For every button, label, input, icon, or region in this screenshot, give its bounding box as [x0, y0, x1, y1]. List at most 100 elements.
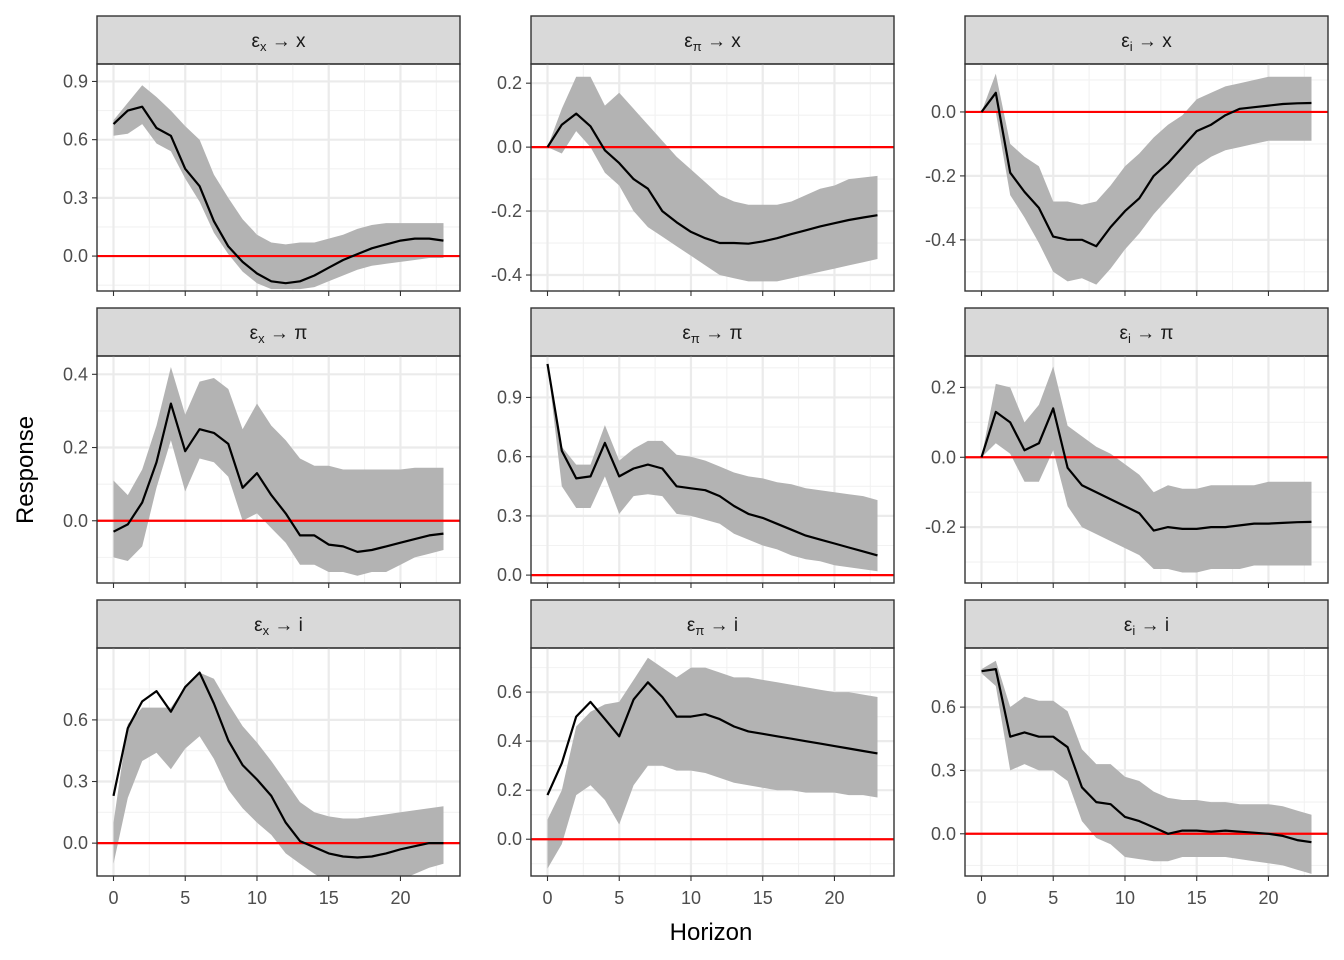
- confidence-band: [547, 363, 878, 572]
- y-tick-label: 0.0: [931, 102, 956, 122]
- facet-strip-label: εx → i: [254, 615, 303, 638]
- y-axis-title: Response: [12, 416, 39, 524]
- x-tick-label: 15: [319, 888, 339, 908]
- y-tick-label: 0.0: [931, 824, 956, 844]
- y-tick-label: -0.4: [491, 265, 522, 285]
- irf-series-line: [980, 91, 1312, 248]
- x-tick-label: 0: [976, 888, 986, 908]
- confidence-band: [981, 660, 1312, 874]
- y-tick-label: 0.0: [63, 511, 88, 531]
- panel-border: [964, 647, 1329, 877]
- y-tick-label: 0.3: [497, 506, 522, 526]
- x-tick-label: 15: [753, 888, 773, 908]
- y-tick-label: 0.0: [497, 829, 522, 849]
- facet-strip: [964, 599, 1329, 649]
- confidence-band: [981, 366, 1312, 573]
- facet-panel: εx → π 0.0 0.2 0.4: [63, 307, 461, 588]
- facet-strip-label: επ → x: [684, 31, 741, 54]
- irf-series-line: [546, 363, 878, 557]
- irf-series-line: [112, 105, 444, 285]
- facet-strip: [964, 15, 1329, 65]
- x-tick-label: 10: [247, 888, 267, 908]
- irf-series-line: [546, 681, 878, 796]
- y-tick-label: 0.0: [63, 833, 88, 853]
- y-tick-label: 0.6: [497, 682, 522, 702]
- x-tick-label: 10: [1115, 888, 1135, 908]
- x-tick-label: 0: [108, 888, 118, 908]
- x-tick-label: 5: [180, 888, 190, 908]
- irf-series-line: [112, 402, 444, 554]
- facet-strip-label: επ → i: [687, 615, 738, 638]
- panel-border: [96, 647, 461, 877]
- irf-series-line: [980, 407, 1312, 532]
- facet-panel: εx → i 0.0 0.3 0.6 0 5 10 15 20: [63, 599, 461, 908]
- y-tick-label: 0.6: [63, 130, 88, 150]
- y-tick-label: -0.2: [491, 201, 522, 221]
- panel-border: [964, 355, 1329, 584]
- facet-strip-label: εi → x: [1121, 31, 1172, 54]
- y-tick-label: -0.2: [925, 517, 956, 537]
- panel-border: [964, 63, 1329, 292]
- x-axis-title: Horizon: [670, 919, 753, 946]
- y-tick-label: 0.9: [497, 387, 522, 407]
- y-tick-label: 0.3: [63, 772, 88, 792]
- x-tick-label: 20: [390, 888, 410, 908]
- y-tick-label: 0.2: [497, 73, 522, 93]
- y-tick-label: 0.9: [63, 71, 88, 91]
- x-tick-label: 20: [824, 888, 844, 908]
- facet-strip-label: εx → x: [251, 31, 306, 54]
- y-tick-label: 0.2: [497, 780, 522, 800]
- facet-panel: επ → π 0.0 0.3 0.6 0.9: [497, 307, 895, 588]
- facet-strip-label: επ → π: [682, 323, 742, 346]
- confidence-band: [547, 76, 878, 282]
- y-tick-label: 0.0: [497, 137, 522, 157]
- facet-strip: [530, 15, 895, 65]
- y-tick-label: 0.0: [63, 246, 88, 266]
- panel-border: [96, 355, 461, 584]
- facet-panel: επ → x -0.4 -0.2 0.0 0.2: [491, 15, 895, 296]
- facet-panel: επ → i 0.0 0.2 0.4 0.6 0 5 10 15 20: [497, 599, 895, 908]
- y-tick-label: 0.2: [63, 438, 88, 458]
- confidence-band: [113, 85, 444, 290]
- y-tick-label: 0.0: [931, 447, 956, 467]
- facet-strip-label: εi → i: [1124, 615, 1169, 638]
- y-tick-label: 0.4: [497, 731, 522, 751]
- x-tick-label: 15: [1187, 888, 1207, 908]
- y-tick-label: 0.6: [63, 710, 88, 730]
- y-tick-label: -0.4: [925, 230, 956, 250]
- y-tick-label: 0.2: [931, 377, 956, 397]
- y-tick-label: 0.3: [63, 188, 88, 208]
- facet-panel: εi → i 0.0 0.3 0.6 0 5 10 15 20: [931, 599, 1329, 908]
- panel-border: [530, 355, 895, 584]
- x-tick-label: 20: [1258, 888, 1278, 908]
- facet-strip: [530, 599, 895, 649]
- x-tick-label: 5: [614, 888, 624, 908]
- y-tick-label: 0.3: [931, 760, 956, 780]
- facet-strip: [96, 599, 461, 649]
- y-tick-label: -0.2: [925, 166, 956, 186]
- irf-series-line: [981, 667, 1312, 844]
- confidence-band: [981, 73, 1312, 285]
- confidence-band: [113, 367, 444, 576]
- facet-panels: εx → x0.00.30.60.9επ → x-0.4-0.20.00.2εi…: [63, 15, 1329, 908]
- facet-panel: εx → x 0.0 0.3 0.6 0.9: [63, 15, 461, 296]
- facet-strip: [96, 307, 461, 357]
- y-tick-label: 0.4: [63, 364, 88, 384]
- x-tick-label: 0: [542, 888, 552, 908]
- y-tick-label: 0.6: [497, 447, 522, 467]
- facet-panel: εi → π -0.2 0.0 0.2: [925, 307, 1329, 588]
- irf-series-line: [112, 671, 444, 859]
- panel-border: [96, 63, 461, 292]
- panel-border: [530, 63, 895, 292]
- panel-border: [530, 647, 895, 877]
- y-tick-label: 0.0: [497, 565, 522, 585]
- x-tick-label: 5: [1048, 888, 1058, 908]
- facet-strip-label: εx → π: [250, 323, 308, 346]
- facet-strip-label: εi → π: [1119, 323, 1173, 346]
- facet-strip: [96, 15, 461, 65]
- x-tick-label: 10: [681, 888, 701, 908]
- irf-series-line: [546, 112, 878, 245]
- facet-strip: [964, 307, 1329, 357]
- facet-panel: εi → x -0.4 -0.2 0.0: [925, 15, 1329, 296]
